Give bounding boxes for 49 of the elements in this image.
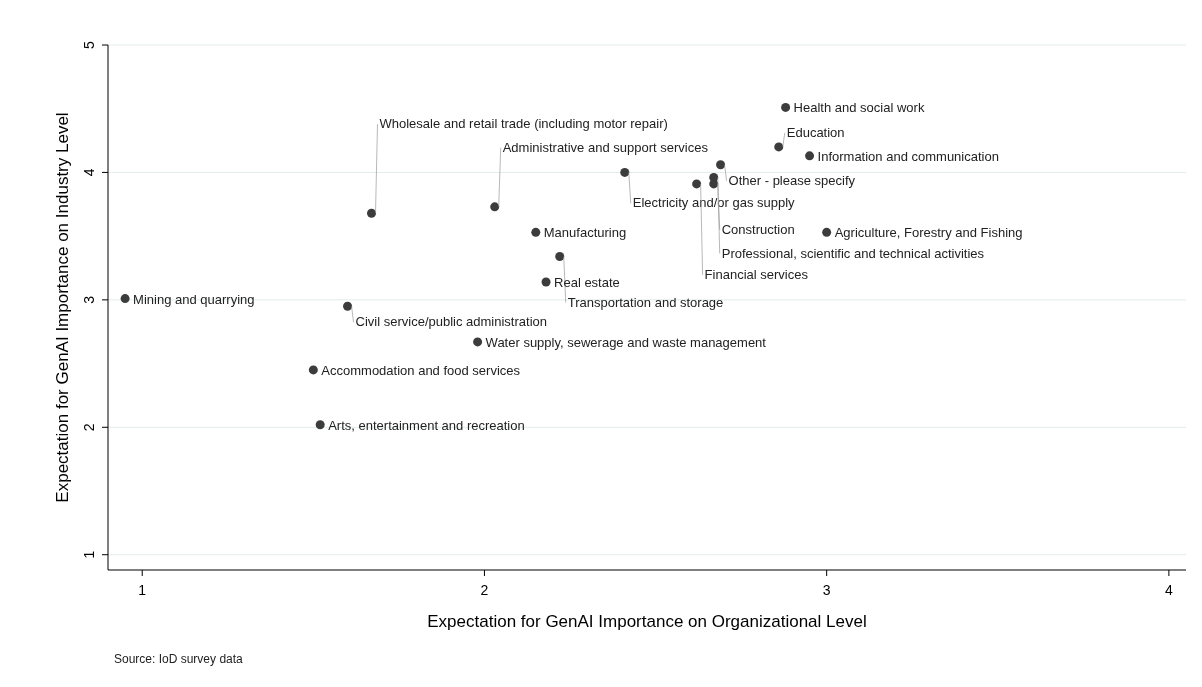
annotation: Construction (721, 221, 795, 237)
y-tick-label: 3 (81, 295, 97, 304)
point (692, 179, 702, 189)
annotation: Education (786, 124, 845, 140)
annotation: Manufacturing (543, 225, 627, 241)
annotation: Financial services (704, 266, 809, 282)
y-tick-label: 1 (81, 550, 97, 559)
annotation: Civil service/public administration (355, 314, 548, 330)
x-tick-label: 1 (138, 582, 147, 598)
annotation: Arts, entertainment and recreation (328, 417, 525, 433)
point (120, 294, 130, 304)
annotation: Professional, scientific and technical activities (721, 245, 985, 261)
annotation: Transportation and storage (567, 294, 724, 310)
annotation: Information and communication (817, 148, 999, 164)
x-axis-title: Expectation for GenAI Importance on Organizational Level (427, 612, 867, 631)
point (709, 179, 719, 189)
annotation: Water supply, sewerage and waste management (485, 334, 767, 350)
source-note: Source: IoD survey data (114, 652, 244, 666)
y-axis-title: Expectation for GenAI Importance on Industry Level (53, 112, 72, 503)
point (620, 167, 630, 177)
point (805, 151, 815, 161)
point (774, 142, 784, 152)
annotation: Electricity and/or gas supply (632, 195, 796, 211)
annotation: Administrative and support services (502, 139, 709, 155)
annotation: Real estate (554, 275, 620, 291)
point (308, 365, 318, 375)
x-tick-label: 4 (1164, 582, 1173, 598)
point (315, 420, 325, 430)
x-tick-label: 3 (822, 582, 831, 598)
annotation: Mining and quarrying (133, 291, 255, 307)
annotation: Wholesale and retail trade (including motor repair) (379, 116, 668, 132)
y-tick-label: 5 (81, 40, 97, 49)
annotation: Agriculture, Forestry and Fishing (834, 225, 1023, 241)
annotation: Health and social work (793, 100, 925, 116)
point (541, 277, 551, 287)
annotation: Other - please specify (728, 172, 856, 188)
y-tick-label: 2 (81, 423, 97, 432)
point (716, 160, 726, 170)
point (781, 102, 791, 112)
point (531, 227, 541, 237)
annotation: Accommodation and food services (321, 362, 521, 378)
point (822, 227, 832, 237)
x-tick-label: 2 (480, 582, 489, 598)
point (367, 208, 377, 218)
y-tick-label: 4 (81, 168, 97, 177)
point (555, 252, 565, 262)
point (343, 301, 353, 311)
point (490, 202, 500, 212)
point (473, 337, 483, 347)
